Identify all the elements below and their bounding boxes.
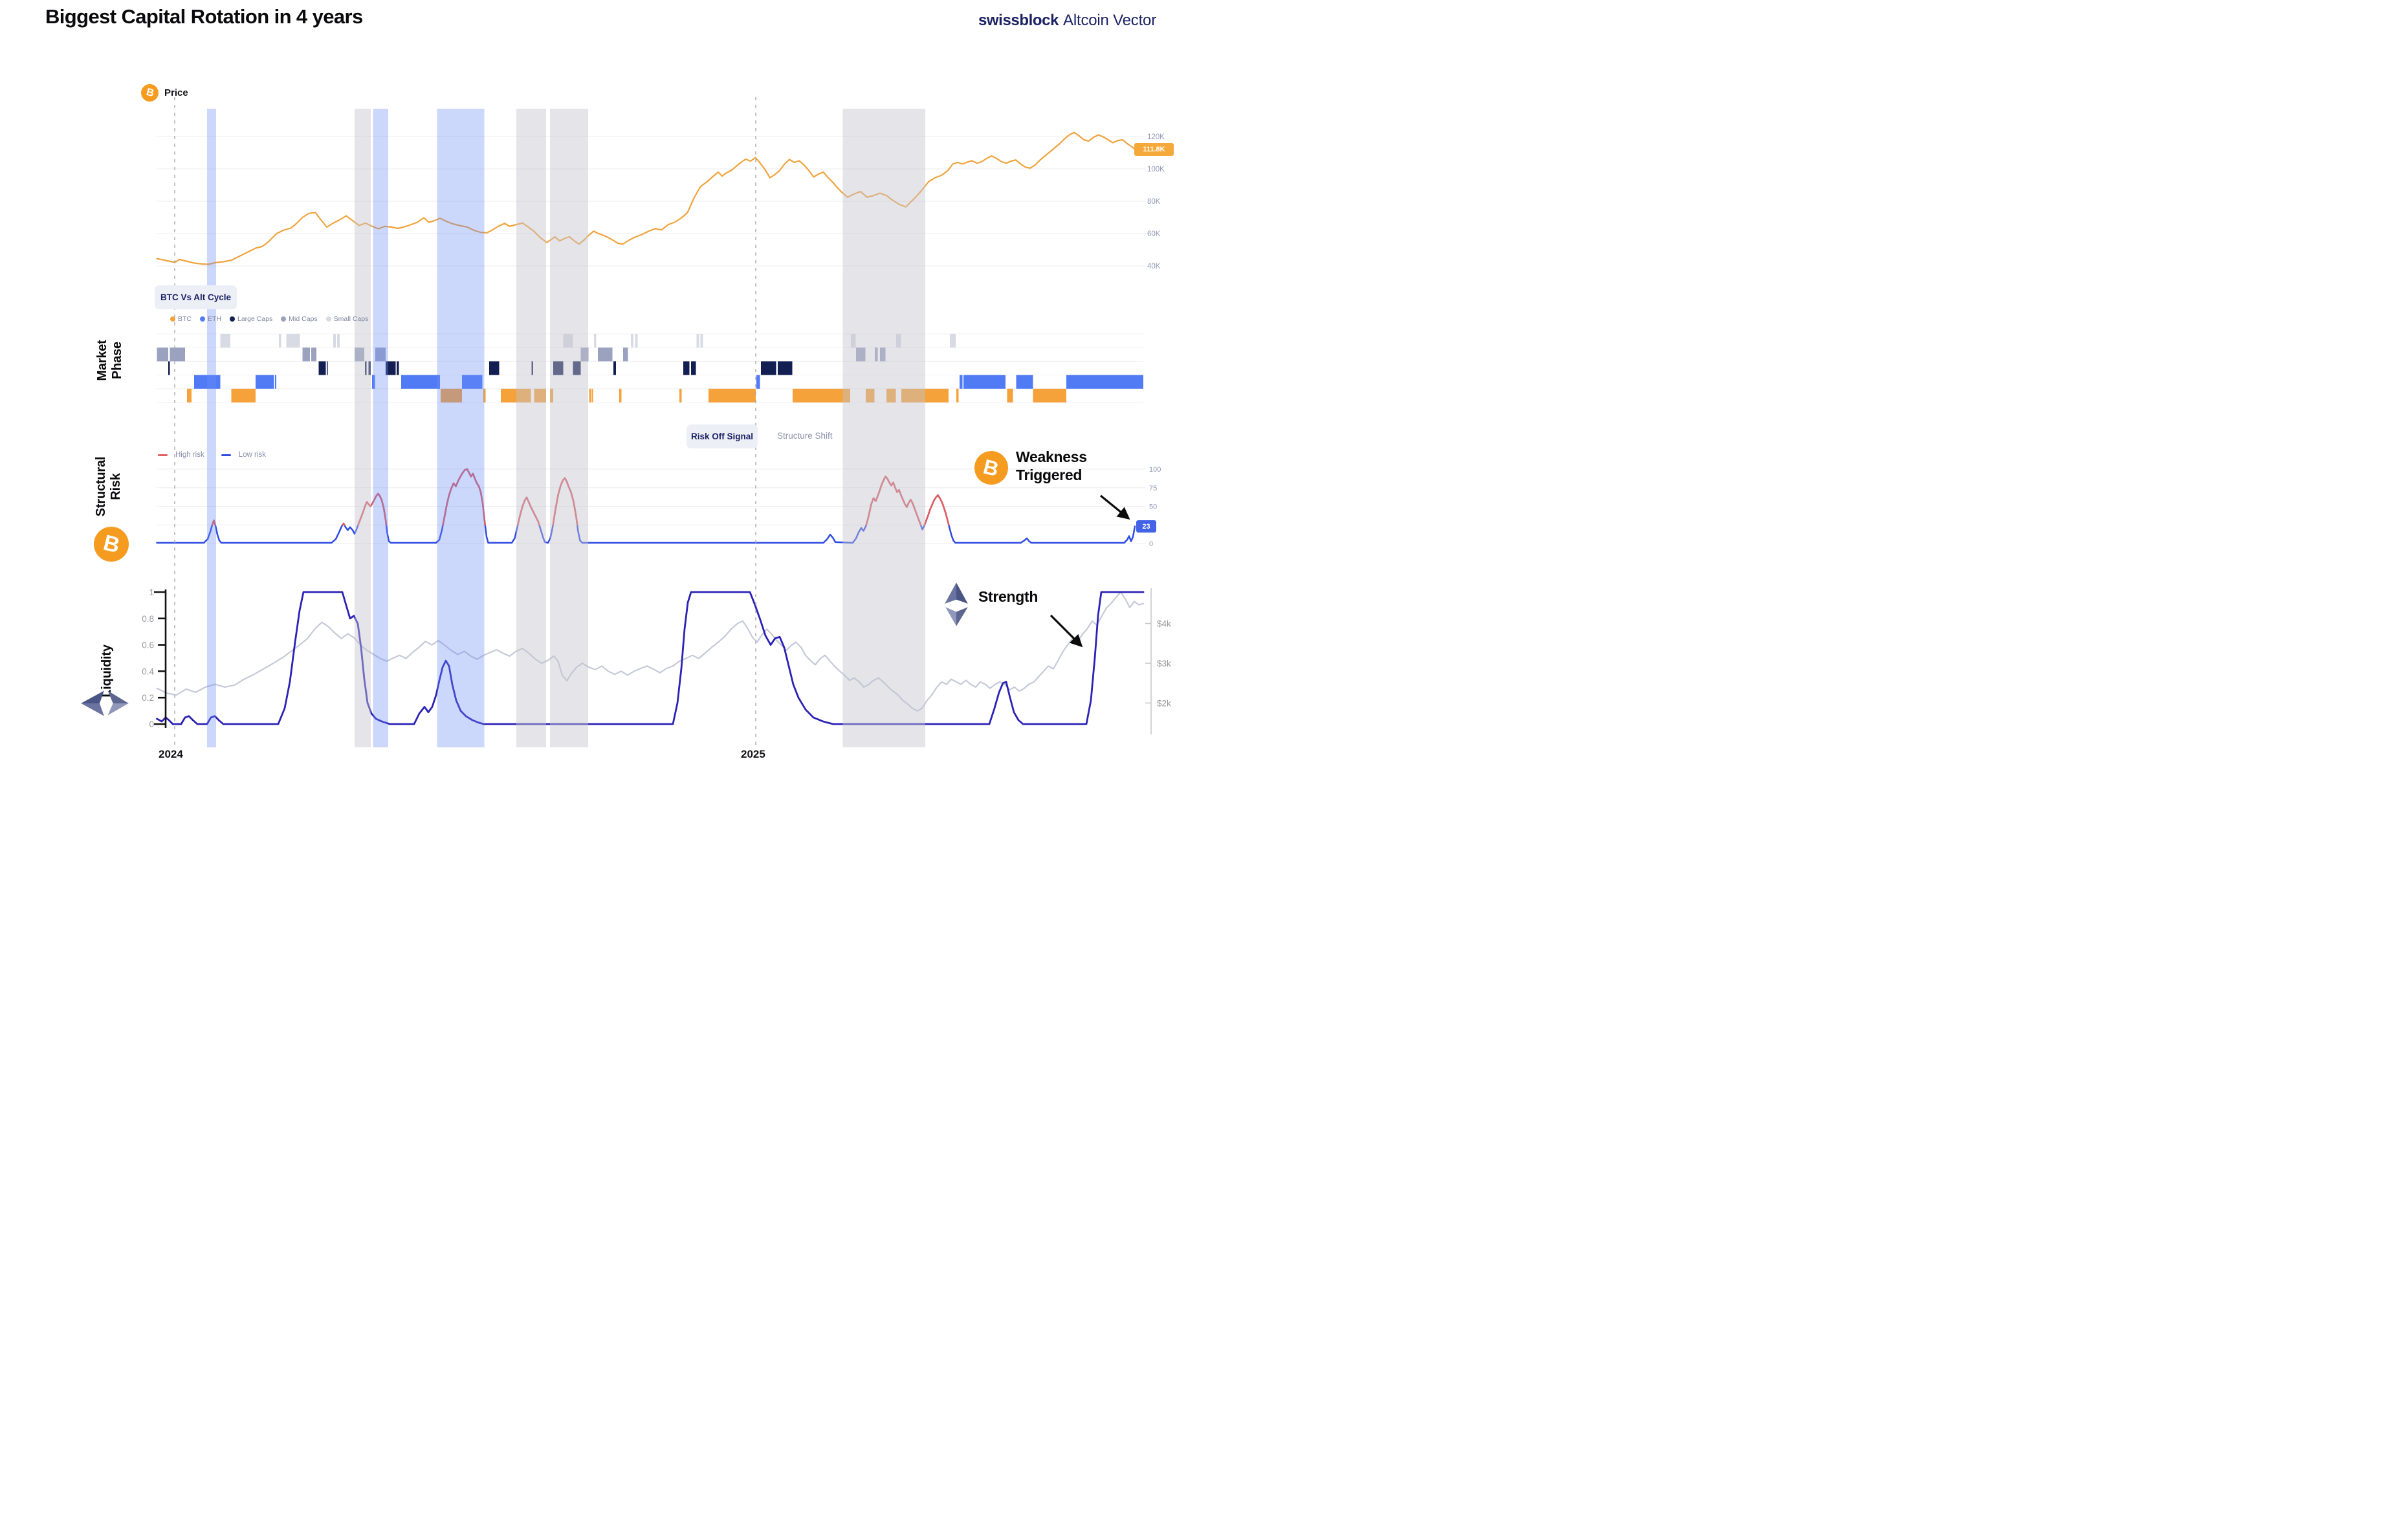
legend-item-small-caps: Small Caps <box>325 315 369 323</box>
btc-dot-icon <box>170 316 175 322</box>
brand-name: swissblock <box>978 12 1059 29</box>
chart-canvas: 120K 100K 80K 60K 40K 100 75 50 0 1 0.8 0.6 0.4 0.2 0 $… <box>142 97 1171 749</box>
page-title: Biggest Capital Rotation in 4 years <box>45 5 363 28</box>
structural-risk-side-label: Structural Risk <box>94 456 123 517</box>
legend-item-eth: ETH <box>200 315 221 323</box>
large-caps-dot-icon <box>230 316 235 322</box>
risk-value-badge: 23 <box>1136 520 1156 533</box>
bitcoin-icon: B <box>141 84 159 102</box>
legend-label: ETH <box>208 315 221 323</box>
svg-text:40K: 40K <box>1147 263 1161 270</box>
strength-annotation: Strength <box>978 588 1039 605</box>
small-caps-dot-icon <box>325 316 331 322</box>
low-risk-label: Low risk <box>238 451 266 459</box>
legend-item-mid-caps: Mid Caps <box>281 315 318 323</box>
market-phase-legend: BTC ETH Large Caps Mid Caps Small Caps <box>170 315 368 323</box>
high-risk-label: High risk <box>175 451 204 459</box>
svg-text:$3k: $3k <box>1157 659 1171 668</box>
bitcoin-icon: B <box>974 451 1008 485</box>
ethereum-icon <box>945 582 968 626</box>
svg-text:50: 50 <box>1149 503 1157 511</box>
legend-label: Mid Caps <box>289 315 318 323</box>
legend-item-large-caps: Large Caps <box>230 315 272 323</box>
svg-text:0.6: 0.6 <box>142 641 154 650</box>
price-panel-header: B Price <box>141 84 188 102</box>
risk-legend: High risk Low risk <box>158 451 266 459</box>
altcoin-vector-dashboard: 120K 100K 80K 60K 40K 100 75 50 0 1 0.8 0.6 0.4 0.2 0 $… <box>0 0 1192 770</box>
svg-text:60K: 60K <box>1147 230 1161 238</box>
svg-text:0.2: 0.2 <box>142 693 154 703</box>
legend-label: Small Caps <box>333 315 369 323</box>
svg-text:0: 0 <box>149 720 154 729</box>
brand-logo: swissblock Altcoin Vector <box>978 12 1156 30</box>
brand-product: Altcoin Vector <box>1063 12 1156 29</box>
btc-vs-alt-cycle-pill: BTC Vs Alt Cycle <box>155 285 237 309</box>
price-panel-label: Price <box>164 87 188 98</box>
svg-text:100: 100 <box>1149 466 1161 474</box>
legend-label: BTC <box>178 315 192 323</box>
x-axis-year-2025: 2025 <box>741 748 765 760</box>
svg-text:$2k: $2k <box>1157 699 1171 709</box>
x-axis-year-2024: 2024 <box>159 748 183 760</box>
svg-text:0.4: 0.4 <box>142 666 154 676</box>
legend-label: Large Caps <box>237 315 273 323</box>
svg-text:120K: 120K <box>1147 133 1165 141</box>
weakness-triggered-annotation: Weakness Triggered <box>1016 448 1087 484</box>
svg-text:$4k: $4k <box>1157 619 1171 629</box>
svg-text:0.8: 0.8 <box>142 614 154 624</box>
bitcoin-icon: B <box>94 527 129 562</box>
svg-text:0: 0 <box>1149 540 1153 548</box>
legend-item-btc: BTC <box>170 315 192 323</box>
svg-text:1: 1 <box>149 588 154 597</box>
last-price-badge: 111.8K <box>1134 143 1174 156</box>
mid-caps-dot-icon <box>281 316 287 322</box>
risk-off-signal-pill: Risk Off Signal <box>687 424 758 448</box>
svg-text:80K: 80K <box>1147 198 1161 206</box>
ethereum-icon <box>81 690 129 716</box>
svg-text:100K: 100K <box>1147 166 1165 173</box>
low-risk-dash-icon <box>221 454 231 456</box>
eth-dot-icon <box>200 316 205 322</box>
structure-shift-label: Structure Shift <box>777 431 833 441</box>
svg-text:75: 75 <box>1149 485 1157 492</box>
high-risk-dash-icon <box>158 454 168 456</box>
market-phase-side-label: Market Phase <box>95 340 124 381</box>
